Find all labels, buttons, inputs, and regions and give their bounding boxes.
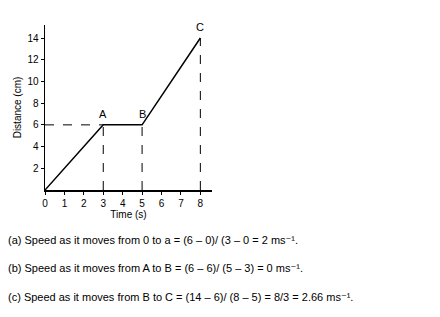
- svg-text:10: 10: [27, 76, 39, 87]
- svg-text:5: 5: [139, 198, 145, 209]
- svg-text:Time (s): Time (s): [110, 209, 146, 220]
- svg-text:6: 6: [159, 198, 165, 209]
- svg-text:6: 6: [33, 119, 39, 130]
- svg-text:(a) Speed as it moves from 0 t: (a) Speed as it moves from 0 to a = (6 –…: [8, 234, 298, 246]
- svg-text:8: 8: [198, 198, 204, 209]
- svg-text:Distance (cm): Distance (cm): [12, 77, 23, 139]
- svg-text:2: 2: [81, 198, 87, 209]
- svg-text:7: 7: [178, 198, 184, 209]
- svg-text:8: 8: [33, 98, 39, 109]
- svg-text:4: 4: [33, 141, 39, 152]
- svg-text:2: 2: [33, 163, 39, 174]
- svg-text:C: C: [196, 21, 204, 33]
- svg-text:12: 12: [27, 54, 39, 65]
- svg-text:B: B: [139, 108, 146, 120]
- svg-text:1: 1: [62, 198, 68, 209]
- svg-text:(c) Speed as it moves from B t: (c) Speed as it moves from B to C = (14 …: [8, 291, 353, 303]
- svg-text:4: 4: [120, 198, 126, 209]
- svg-text:0: 0: [42, 198, 48, 209]
- svg-text:(b) Speed as it moves from A t: (b) Speed as it moves from A to B = (6 –…: [8, 262, 303, 274]
- svg-text:14: 14: [27, 33, 39, 44]
- svg-text:3: 3: [100, 198, 106, 209]
- svg-text:A: A: [99, 108, 107, 120]
